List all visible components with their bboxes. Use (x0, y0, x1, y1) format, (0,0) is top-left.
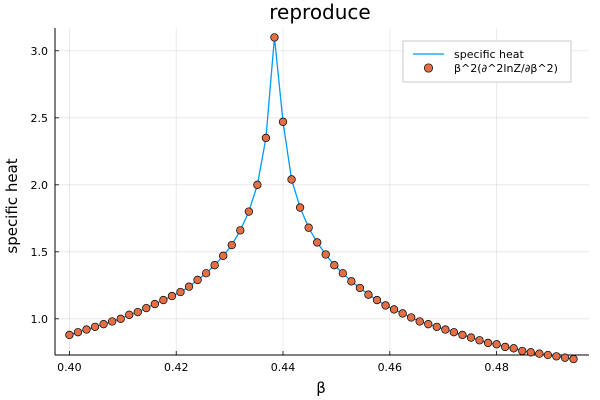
y-tick-label: 1.5 (31, 246, 49, 259)
scatter-point (560, 353, 570, 362)
legend-label-scatter: β^2(∂^2lnZ/∂β^2) (454, 62, 558, 75)
series-layer (65, 33, 578, 364)
scatter-point (201, 269, 211, 278)
scatter-point (518, 346, 527, 356)
scatter-point (90, 322, 100, 332)
scatter-point (415, 317, 424, 326)
scatter-point (304, 223, 313, 232)
scatter-point (150, 299, 160, 309)
legend: specific heat β^2(∂^2lnZ/∂β^2) (402, 40, 572, 83)
x-tick-label: 0.46 (378, 361, 403, 374)
scatter-point (449, 328, 459, 337)
scatter-point (483, 338, 493, 348)
legend-box (402, 40, 572, 83)
y-tick-label: 3.0 (31, 45, 49, 58)
scatter-point (253, 180, 262, 189)
scatter-point (355, 283, 365, 293)
scatter-point (475, 336, 484, 345)
scatter-point (236, 226, 245, 235)
scatter-point (535, 349, 544, 358)
scatter-point (569, 354, 578, 364)
y-tick-label: 2.5 (31, 112, 49, 125)
scatter-point (278, 117, 288, 126)
scatter-point (167, 291, 177, 301)
scatter-point (142, 303, 151, 313)
scatter-point (99, 320, 108, 329)
scatter-point (133, 307, 142, 317)
chart-title: reproduce (269, 0, 370, 24)
scatter-point (125, 310, 134, 319)
scatter-point (389, 305, 399, 314)
scatter-point (82, 325, 91, 334)
scatter-point (227, 240, 236, 250)
scatter-point (458, 330, 467, 340)
scatter-point (509, 344, 518, 353)
scatter-point (176, 287, 185, 297)
scatter-point (219, 251, 228, 260)
scatter-point (321, 250, 330, 259)
y-tick-label: 1.0 (31, 313, 49, 326)
axes: 0.40 0.42 0.44 0.46 0.48 1.0 1.5 2.0 2.5 3.0 (31, 28, 589, 374)
scatter-point (287, 175, 296, 184)
scatter-point (193, 275, 202, 285)
scatter-point (159, 295, 168, 305)
scatter-point (244, 207, 253, 216)
scatter-point (526, 348, 535, 357)
scatter-point (381, 301, 390, 310)
scatter-point (441, 325, 450, 334)
scatter-point (65, 330, 74, 340)
scatter-point (338, 269, 347, 278)
scatter-point (372, 295, 382, 305)
scatter-point (107, 317, 117, 326)
x-axis-title: β (316, 379, 326, 397)
scatter-point (364, 290, 373, 299)
scatter-point (330, 261, 339, 270)
x-tick-label: 0.44 (271, 361, 296, 374)
x-tick-label: 0.48 (484, 361, 509, 374)
x-tick-label: 0.40 (57, 361, 82, 374)
scatter-point (543, 350, 553, 360)
scatter-point (347, 277, 356, 286)
scatter-point (261, 133, 271, 143)
scatter-point (552, 352, 561, 361)
scatter-point (73, 328, 83, 337)
scatter-point (407, 313, 416, 322)
scatter-point (210, 261, 219, 270)
scatter-point (466, 333, 476, 342)
scatter-point (424, 320, 433, 329)
scatter-point (313, 238, 322, 247)
legend-label-line: specific heat (454, 48, 525, 61)
scatter-point (398, 309, 407, 318)
scatter-point (432, 322, 441, 332)
scatter-point (492, 340, 501, 349)
x-tick-label: 0.42 (164, 361, 189, 374)
y-axis-title: specific heat (3, 158, 21, 253)
scatter-point (184, 282, 194, 291)
scatter-point (295, 203, 305, 212)
y-tick-label: 2.0 (31, 179, 49, 192)
scatter-point (270, 33, 279, 42)
scatter-point (116, 314, 125, 323)
scatter-point (501, 342, 510, 352)
legend-marker-swatch (423, 63, 434, 73)
